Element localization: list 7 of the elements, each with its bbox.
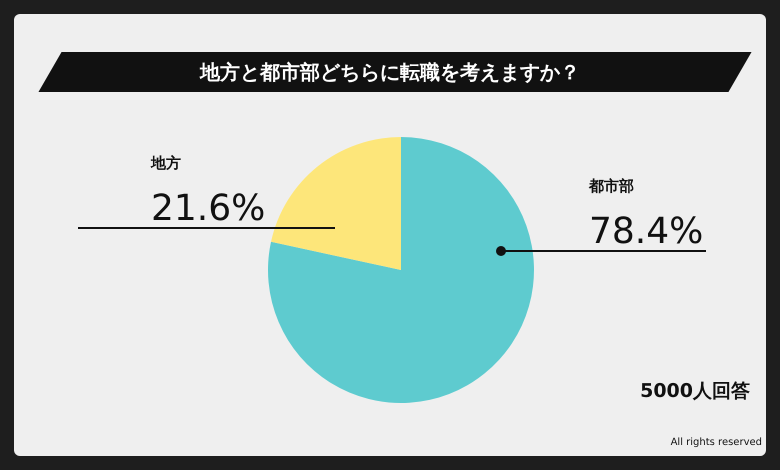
data-label: 21.6% [151,188,266,229]
slice-label: 地方 [150,154,181,172]
text: All rights reserved [670,437,762,448]
text: 5000人回答 [640,379,750,404]
slice-label: 都市部 [588,177,634,195]
chart-title: 地方と都市部どちらに転職を考えますか？ [198,58,581,86]
data-label: 78.4% [589,211,704,252]
